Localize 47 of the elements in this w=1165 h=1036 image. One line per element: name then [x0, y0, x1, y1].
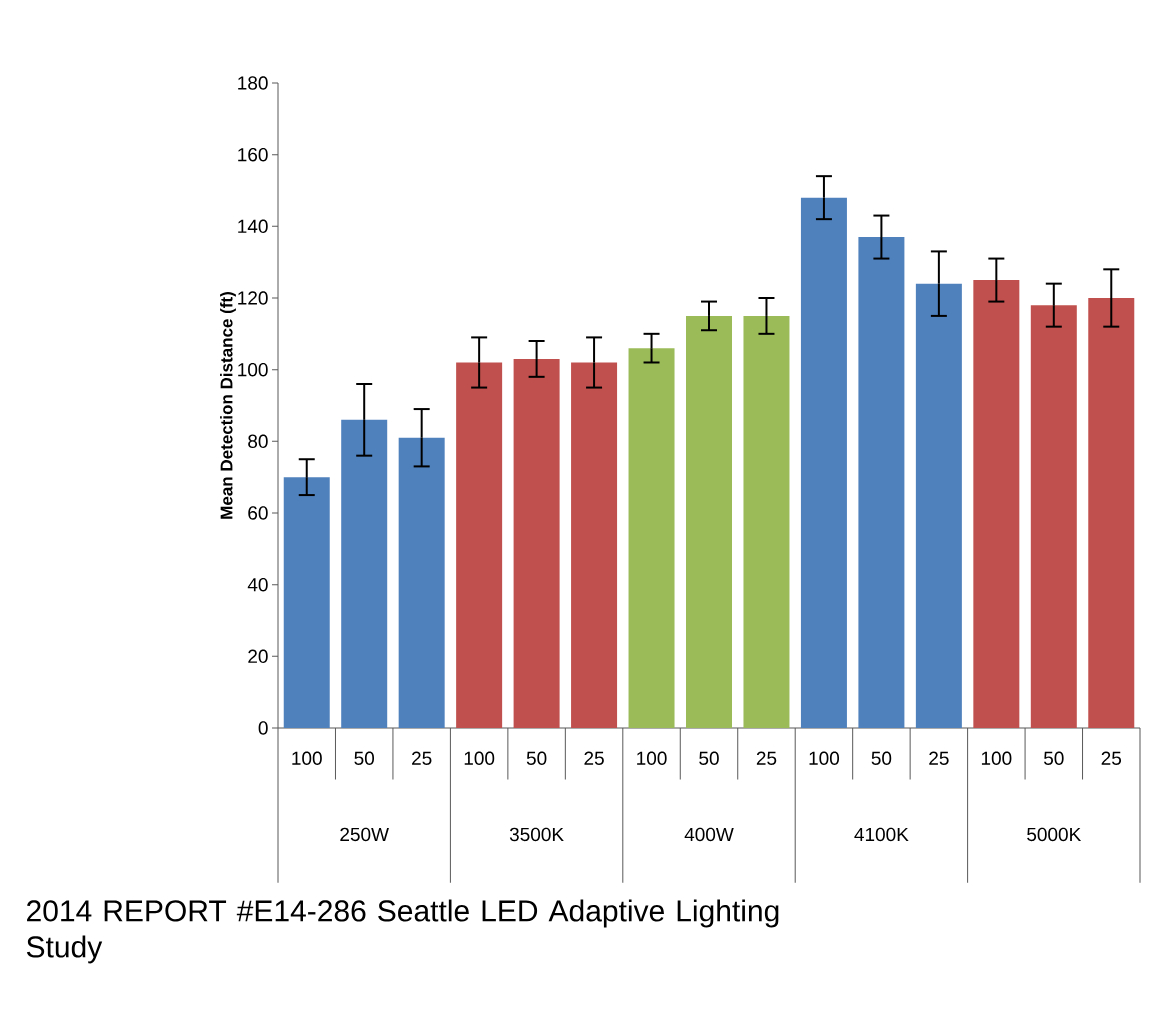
x-tick-label: 50 — [354, 751, 375, 765]
bar — [513, 358, 560, 728]
bar — [858, 237, 905, 728]
bar — [973, 280, 1020, 728]
x-tick-label: 25 — [1101, 751, 1122, 765]
bar — [456, 362, 503, 728]
y-tick-label: 40 — [247, 577, 268, 592]
bar — [743, 315, 790, 728]
x-tick-label: 100 — [292, 751, 322, 765]
y-axis-title: Mean Detection Distance (ft) — [220, 292, 236, 519]
y-tick-label: 0 — [258, 721, 268, 735]
x-tick-label: 100 — [637, 751, 667, 765]
bar — [398, 437, 445, 728]
bar — [800, 197, 847, 728]
bar — [283, 477, 330, 728]
y-tick-label: 120 — [238, 291, 268, 305]
text: 400W — [684, 827, 734, 842]
text: 250W — [340, 827, 389, 842]
x-tick-label: 25 — [756, 751, 777, 765]
x-tick-label: 25 — [412, 751, 432, 765]
text: 3500K — [509, 827, 564, 842]
y-tick-label: 180 — [238, 76, 268, 90]
text: 2014 REPORT #E14-286 Seattle LED Adaptive Lighting Study — [26, 899, 779, 964]
y-tick-label: 160 — [238, 147, 268, 162]
x-tick-label: 50 — [871, 751, 892, 765]
y-tick-label: 20 — [248, 649, 268, 664]
x-tick-label: 50 — [699, 751, 719, 765]
y-tick-label: 60 — [248, 506, 268, 520]
x-tick-label: 100 — [464, 751, 495, 765]
x-tick-label: 50 — [1043, 751, 1064, 765]
x-tick-label: 50 — [526, 751, 547, 765]
x-tick-label: 100 — [981, 751, 1012, 765]
y-tick-label: 140 — [238, 219, 268, 234]
bar — [628, 348, 675, 728]
bar — [686, 315, 732, 728]
bar — [915, 283, 962, 728]
text: 4100K — [854, 827, 909, 842]
x-tick-label: 100 — [809, 751, 840, 765]
bar — [1088, 297, 1135, 728]
bar — [571, 362, 618, 728]
x-tick-label: 25 — [929, 751, 949, 765]
text: 5000K — [1027, 827, 1082, 842]
bar — [1030, 305, 1077, 728]
x-tick-label: 25 — [584, 751, 604, 765]
y-tick-label: 80 — [248, 434, 268, 449]
y-tick-label: 100 — [238, 362, 268, 377]
bar — [341, 419, 388, 728]
